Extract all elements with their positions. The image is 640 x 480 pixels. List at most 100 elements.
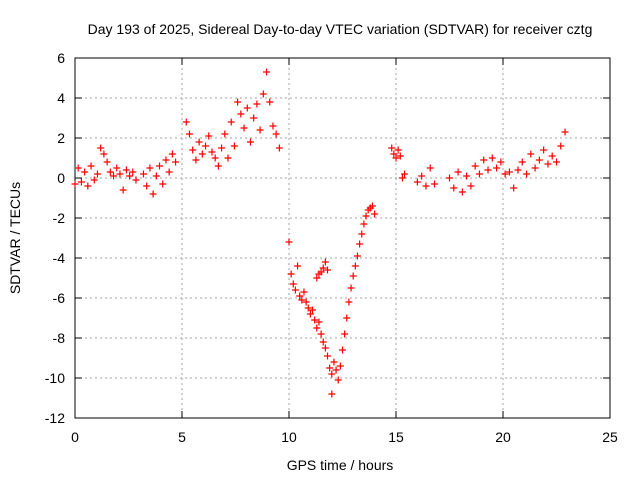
data-point xyxy=(326,364,334,372)
data-point xyxy=(324,352,332,360)
data-point xyxy=(518,158,526,166)
data-point xyxy=(243,104,251,112)
data-point xyxy=(253,100,261,108)
data-point xyxy=(294,262,302,270)
data-point xyxy=(100,150,108,158)
data-point xyxy=(165,168,173,176)
data-point xyxy=(84,182,92,190)
data-point xyxy=(324,266,332,274)
data-point xyxy=(246,138,254,146)
data-point xyxy=(458,188,466,196)
data-point xyxy=(285,238,293,246)
data-point xyxy=(321,258,329,266)
data-point xyxy=(269,122,277,130)
y-tick-label: 6 xyxy=(57,50,65,66)
data-point xyxy=(339,346,346,354)
data-point xyxy=(202,142,210,150)
data-point xyxy=(119,186,127,194)
data-point xyxy=(467,182,475,190)
data-point xyxy=(347,284,355,292)
data-point xyxy=(298,296,306,304)
data-point xyxy=(431,180,439,188)
data-point xyxy=(315,318,323,326)
data-point xyxy=(205,132,213,140)
data-point xyxy=(81,168,89,176)
x-tick-label: 25 xyxy=(602,429,618,445)
data-point xyxy=(523,170,531,178)
data-point xyxy=(561,128,569,136)
data-point xyxy=(192,156,200,164)
data-point xyxy=(353,252,361,260)
data-point xyxy=(302,298,310,306)
data-point xyxy=(272,130,280,138)
data-point xyxy=(398,174,406,182)
data-point xyxy=(263,68,271,76)
data-point xyxy=(418,172,426,180)
data-point xyxy=(341,330,349,338)
data-point xyxy=(275,144,283,152)
data-point xyxy=(343,314,351,322)
data-point xyxy=(319,338,327,346)
data-point xyxy=(394,146,402,154)
data-point xyxy=(116,170,124,178)
data-point xyxy=(224,154,232,162)
data-point xyxy=(159,180,167,188)
data-point xyxy=(311,316,319,324)
data-point xyxy=(317,268,325,276)
data-point xyxy=(304,304,312,312)
data-point xyxy=(230,142,238,150)
data-points xyxy=(71,68,569,398)
data-point xyxy=(168,150,176,158)
data-point xyxy=(401,170,409,178)
data-point xyxy=(548,152,556,160)
data-point xyxy=(289,280,297,288)
data-point xyxy=(306,310,314,318)
data-point xyxy=(446,174,453,182)
data-point xyxy=(426,164,434,172)
data-point xyxy=(313,274,321,282)
data-point xyxy=(156,162,164,170)
data-point xyxy=(392,154,400,162)
data-point xyxy=(300,288,308,296)
data-point xyxy=(113,164,121,172)
data-point xyxy=(450,184,458,192)
data-point xyxy=(454,168,462,176)
y-tick-label: -10 xyxy=(45,370,65,386)
data-point xyxy=(77,178,85,186)
data-point xyxy=(336,362,344,370)
data-point xyxy=(103,158,111,166)
data-point xyxy=(396,152,404,160)
data-point xyxy=(149,190,157,198)
data-point xyxy=(309,306,317,314)
data-point xyxy=(110,172,118,180)
grid-lines xyxy=(75,58,610,418)
chart-title: Day 193 of 2025, Sidereal Day-to-day VTE… xyxy=(88,21,593,37)
data-point xyxy=(218,144,226,152)
y-tick-label: 4 xyxy=(57,90,65,106)
data-point xyxy=(535,156,543,164)
y-tick-label: -4 xyxy=(53,250,66,266)
data-point xyxy=(93,170,101,178)
data-point xyxy=(146,164,154,172)
data-point xyxy=(484,166,492,174)
y-tick-label: -8 xyxy=(53,330,66,346)
data-point xyxy=(287,270,295,278)
data-point xyxy=(132,176,140,184)
data-point xyxy=(505,168,513,176)
data-point xyxy=(328,390,336,398)
x-axis-label: GPS time / hours xyxy=(287,457,394,473)
data-point xyxy=(227,118,235,126)
data-point xyxy=(553,158,560,166)
y-tick-labels: -12 -10 -8 -6 -4 -2 0 2 4 6 xyxy=(45,50,65,426)
data-point xyxy=(139,170,147,178)
data-point xyxy=(143,182,151,190)
data-point xyxy=(182,118,190,126)
data-point xyxy=(250,114,258,122)
data-point xyxy=(214,162,222,170)
data-point xyxy=(195,138,203,146)
data-point xyxy=(129,168,137,176)
y-axis-label: SDTVAR / TECUs xyxy=(7,182,23,294)
data-point xyxy=(211,154,219,162)
data-point xyxy=(90,176,98,184)
